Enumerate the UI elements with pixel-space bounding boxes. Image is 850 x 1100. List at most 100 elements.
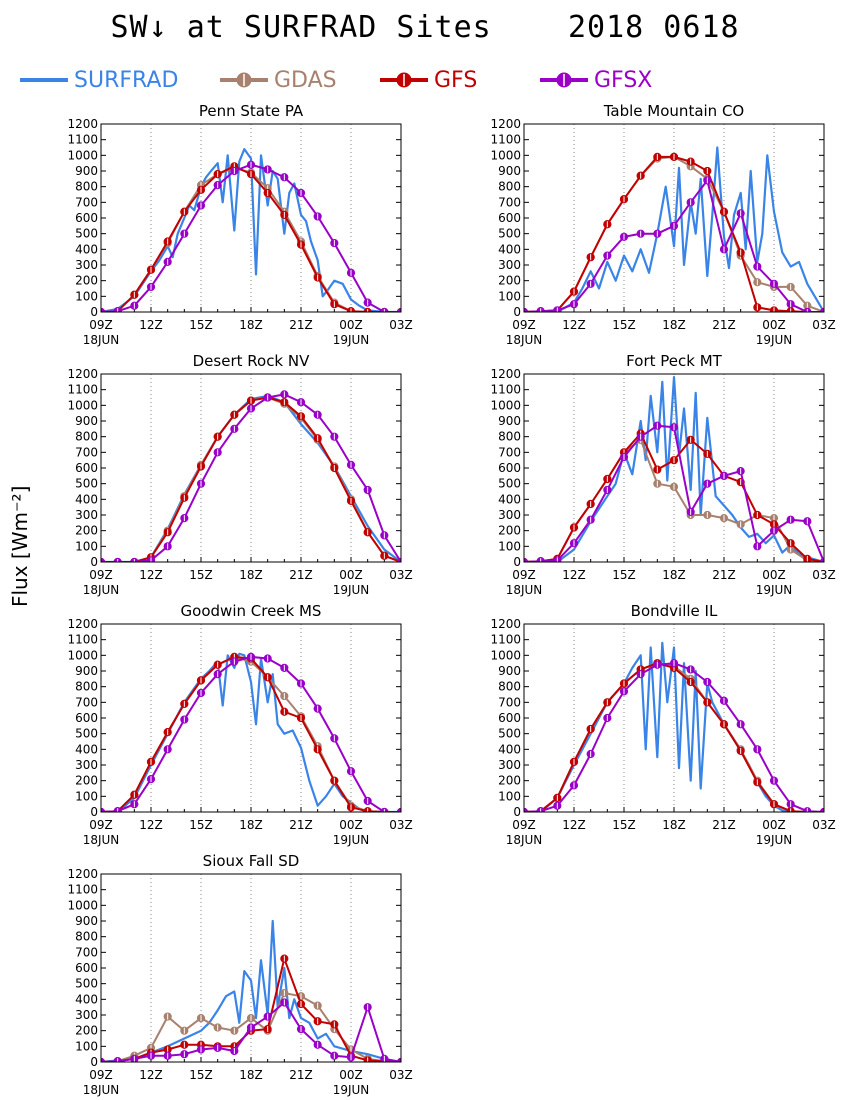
series-line-gdas [524, 438, 824, 562]
point-gdas [230, 1026, 239, 1035]
point-gfsx [363, 298, 372, 307]
point-gfsx [669, 423, 679, 432]
point-gdas [101, 1057, 106, 1062]
point-gfs [280, 210, 289, 219]
point-gdas [380, 307, 389, 312]
point-gfsx [163, 257, 172, 266]
point-gfs [346, 496, 356, 505]
point-gfs [819, 807, 824, 812]
point-gdas [753, 510, 762, 520]
point-gfsx [113, 807, 122, 812]
point-gdas [313, 435, 322, 444]
point-gfs [686, 157, 695, 166]
x-date-label: 18JUN [83, 583, 120, 597]
point-gdas [669, 662, 679, 671]
y-tick-label: 800 [75, 430, 98, 444]
point-gfsx [619, 232, 629, 241]
y-tick-label: 700 [75, 695, 98, 709]
series-line-gfs [101, 655, 401, 812]
point-gfs [196, 185, 206, 194]
point-gfsx [753, 745, 762, 754]
y-tick-label: 1000 [67, 398, 98, 412]
point-gfsx [819, 307, 824, 312]
y-tick-label: 200 [498, 774, 521, 788]
x-tick-label: 03Z [389, 1068, 413, 1082]
point-gfs [230, 1042, 239, 1051]
point-gfs [524, 807, 529, 812]
point-gfsx [553, 306, 562, 312]
point-gfs [396, 557, 401, 562]
y-tick-label: 800 [498, 680, 521, 694]
point-gdas [346, 495, 356, 504]
point-gfsx [113, 307, 122, 312]
y-tick-label: 500 [498, 227, 521, 241]
y-tick-label: 200 [75, 774, 98, 788]
x-tick-label: 12Z [562, 568, 586, 582]
series-line-surfrad [524, 376, 824, 562]
point-gfsx [230, 657, 239, 666]
point-gdas [769, 800, 779, 809]
x-tick-label: 12Z [562, 318, 586, 332]
y-tick-label: 100 [75, 789, 98, 803]
point-gdas [313, 271, 322, 281]
y-tick-label: 200 [498, 274, 521, 288]
chart-panel-6: Bondville IL 09Z 12Z 15Z 18Z 21Z 00Z 03Z 18JUN 19… [490, 602, 835, 847]
point-gfsx [586, 515, 595, 524]
point-gfs [686, 435, 695, 444]
point-gfs [146, 1048, 156, 1057]
point-gdas [180, 207, 189, 216]
point-gfsx [263, 165, 272, 174]
plot-data [101, 919, 401, 1062]
point-gfsx [180, 715, 189, 724]
point-gdas [213, 432, 222, 441]
point-gfsx [113, 1057, 122, 1062]
point-gfs [619, 679, 629, 688]
point-gfsx [536, 307, 545, 312]
point-gdas [753, 776, 762, 785]
y-tick-label: 900 [75, 164, 98, 178]
point-gdas [686, 162, 695, 171]
point-gfs [346, 1051, 356, 1060]
point-gdas [524, 307, 529, 312]
series-line-gfs [524, 155, 824, 312]
plot-data [101, 390, 401, 562]
point-gdas [363, 307, 372, 312]
y-tick-label: 1100 [67, 383, 98, 397]
y-tick-label: 900 [498, 164, 521, 178]
point-gfs [703, 449, 712, 458]
point-gdas [586, 499, 595, 509]
point-gfs [769, 800, 779, 809]
point-gfs [819, 557, 824, 562]
point-gfsx [230, 166, 239, 176]
point-gdas [113, 307, 122, 312]
y-tick-label: 100 [498, 789, 521, 803]
y-tick-label: 1200 [67, 117, 98, 131]
point-gdas [553, 306, 562, 312]
x-date-label: 19JUN [756, 833, 793, 847]
point-gdas [213, 1023, 222, 1032]
point-gfs [180, 493, 189, 502]
point-gfsx [313, 704, 322, 713]
point-gfs [736, 746, 745, 756]
point-gdas [686, 510, 695, 520]
point-gfs [736, 248, 745, 257]
y-tick-label: 400 [498, 492, 521, 506]
point-gfs [536, 307, 545, 312]
point-gdas [636, 665, 645, 674]
chart-title: Table Mountain CO [603, 102, 745, 120]
point-gfs [803, 807, 812, 812]
point-gfs [524, 307, 529, 312]
point-gfsx [769, 279, 779, 288]
y-tick-label: 800 [75, 180, 98, 194]
legend: SURFRAD GDAS GFS GFSX [0, 60, 850, 100]
point-gfsx [753, 542, 762, 551]
point-gfsx [736, 467, 745, 476]
point-gfs [113, 307, 122, 312]
x-tick-label: 21Z [289, 318, 313, 332]
point-gdas [686, 674, 695, 683]
point-gfsx [263, 1012, 272, 1021]
point-gfs [130, 290, 139, 299]
plot-frame [100, 623, 402, 813]
point-gfsx [113, 557, 122, 562]
point-gdas [703, 174, 712, 183]
